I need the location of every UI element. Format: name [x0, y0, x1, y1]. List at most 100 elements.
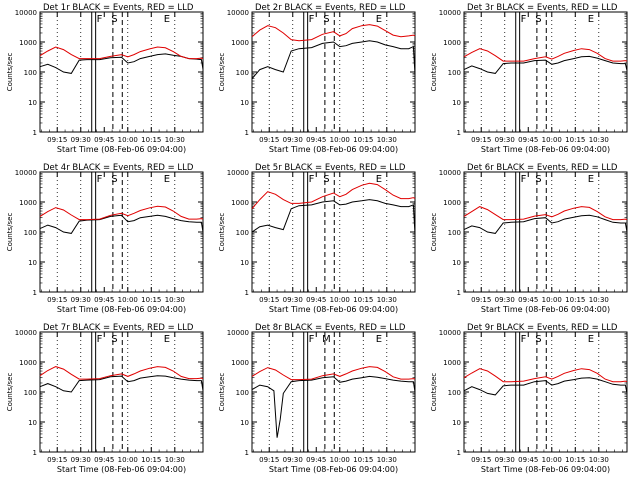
event-marker-label: F — [97, 14, 103, 25]
y-tick-label: 10000 — [439, 9, 461, 17]
series-line-lld — [39, 205, 204, 221]
chart-title: Det 9r BLACK = Events, RED = LLD — [467, 323, 618, 333]
y-axis-label: Counts/sec — [6, 373, 14, 412]
plot-frame — [251, 171, 416, 293]
x-tick-label: 10:30 — [377, 296, 397, 304]
y-tick-label: 100 — [236, 69, 249, 77]
chart-panel-7: Det 7r BLACK = Events, RED = LLD 1 10 100 10… — [6, 323, 204, 474]
event-marker-label: F — [309, 334, 315, 345]
series-line-lld — [251, 182, 416, 210]
x-tick-label: 10:15 — [353, 136, 373, 144]
series-line-events — [39, 53, 204, 74]
y-tick-label: 1000 — [231, 359, 249, 367]
y-tick-label: 1 — [457, 289, 461, 297]
y-tick-label: 1000 — [231, 199, 249, 207]
event-marker-label: S — [535, 174, 541, 185]
y-tick-label: 10 — [240, 419, 249, 427]
x-tick-label: 10:00 — [542, 456, 562, 464]
x-tick-label: 09:15 — [259, 456, 279, 464]
x-tick-label: 09:30 — [71, 296, 91, 304]
x-tick-label: 10:30 — [165, 136, 185, 144]
x-tick-label: 09:45 — [518, 296, 538, 304]
y-tick-label: 10 — [452, 419, 461, 427]
series-line-events — [251, 40, 416, 80]
x-tick-label: 09:45 — [518, 136, 538, 144]
x-tick-label: 10:00 — [330, 456, 350, 464]
event-marker-label: F — [521, 174, 527, 185]
x-tick-label: 10:15 — [141, 456, 161, 464]
y-tick-label: 100 — [24, 389, 37, 397]
series-line-lld — [251, 366, 416, 381]
chart-title: Det 6r BLACK = Events, RED = LLD — [467, 163, 618, 173]
y-tick-label: 10000 — [227, 9, 249, 17]
chart-title: Det 8r BLACK = Events, RED = LLD — [255, 323, 406, 333]
x-tick-label: 09:45 — [306, 456, 326, 464]
event-marker-label: F — [309, 174, 315, 185]
chart-panel-6: Det 6r BLACK = Events, RED = LLD 1 10 100 10… — [430, 163, 628, 314]
y-tick-label: 10 — [240, 99, 249, 107]
chart-panel-9: Det 9r BLACK = Events, RED = LLD 1 10 100 10… — [430, 323, 628, 474]
x-tick-label: 10:15 — [141, 136, 161, 144]
y-axis-label: Counts/sec — [218, 53, 226, 92]
y-tick-label: 1000 — [19, 359, 37, 367]
y-tick-label: 1 — [33, 129, 37, 137]
event-marker-label: F — [97, 174, 103, 185]
x-tick-label: 09:15 — [471, 136, 491, 144]
event-marker-label: E — [164, 174, 170, 185]
chart-title: Det 5r BLACK = Events, RED = LLD — [255, 163, 406, 173]
series-line-events — [251, 199, 416, 235]
x-axis-label: Start Time (08-Feb-06 09:04:00) — [481, 305, 610, 314]
plot-frame — [39, 331, 204, 453]
x-tick-label: 09:30 — [495, 136, 515, 144]
x-tick-label: 09:15 — [47, 296, 67, 304]
x-tick-label: 10:00 — [118, 136, 138, 144]
x-axis-label: Start Time (08-Feb-06 09:04:00) — [57, 145, 186, 154]
x-tick-label: 10:15 — [353, 456, 373, 464]
x-axis-label: Start Time (08-Feb-06 09:04:00) — [269, 145, 398, 154]
x-tick-label: 10:00 — [118, 296, 138, 304]
x-tick-label: 10:00 — [330, 296, 350, 304]
x-tick-label: 10:00 — [118, 456, 138, 464]
y-axis-label: Counts/sec — [430, 213, 438, 252]
series-line-events — [39, 375, 204, 393]
y-tick-label: 1 — [245, 449, 249, 457]
x-tick-label: 10:00 — [542, 136, 562, 144]
x-tick-label: 10:30 — [165, 456, 185, 464]
x-axis-label: Start Time (08-Feb-06 09:04:00) — [57, 465, 186, 474]
event-marker-label: E — [164, 14, 170, 25]
event-marker-label: F — [521, 334, 527, 345]
x-tick-label: 09:45 — [306, 136, 326, 144]
y-tick-label: 10000 — [439, 169, 461, 177]
event-marker-label: E — [376, 14, 382, 25]
y-tick-label: 10 — [28, 99, 37, 107]
y-tick-label: 100 — [24, 229, 37, 237]
y-tick-label: 100 — [236, 229, 249, 237]
y-tick-label: 10 — [240, 259, 249, 267]
event-marker-label: S — [323, 174, 329, 185]
y-tick-label: 100 — [448, 69, 461, 77]
y-tick-label: 100 — [24, 69, 37, 77]
chart-title: Det 4r BLACK = Events, RED = LLD — [43, 163, 194, 173]
event-marker-label: M — [322, 334, 331, 345]
series-line-events — [463, 377, 628, 396]
y-tick-label: 1000 — [19, 199, 37, 207]
y-tick-label: 10 — [452, 99, 461, 107]
chart-title: Det 3r BLACK = Events, RED = LLD — [467, 3, 618, 13]
y-tick-label: 1000 — [443, 39, 461, 47]
y-axis-label: Counts/sec — [6, 53, 14, 92]
x-tick-label: 10:30 — [377, 136, 397, 144]
y-tick-label: 1000 — [443, 199, 461, 207]
x-tick-label: 10:30 — [589, 456, 609, 464]
plot-frame — [463, 331, 628, 453]
event-marker-label: S — [535, 334, 541, 345]
x-axis-label: Start Time (08-Feb-06 09:04:00) — [481, 465, 610, 474]
chart-title: Det 7r BLACK = Events, RED = LLD — [43, 323, 194, 333]
y-tick-label: 1 — [33, 289, 37, 297]
y-tick-label: 10 — [452, 259, 461, 267]
x-axis-label: Start Time (08-Feb-06 09:04:00) — [57, 305, 186, 314]
series-line-lld — [463, 48, 628, 62]
y-tick-label: 1 — [245, 289, 249, 297]
event-marker-label: E — [164, 334, 170, 345]
y-tick-label: 10000 — [227, 329, 249, 337]
x-tick-label: 09:45 — [94, 136, 114, 144]
